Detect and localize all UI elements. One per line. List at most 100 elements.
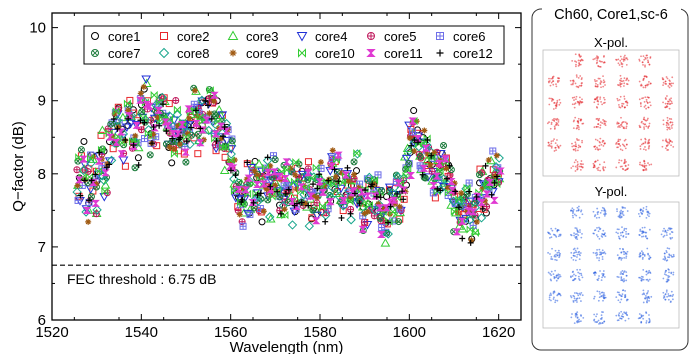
data-point [416,152,424,160]
data-point [428,167,436,175]
data-point [459,235,466,242]
data-point [283,165,291,175]
constellation-cluster [592,159,607,172]
constellation-cluster [638,226,651,240]
data-point [154,114,161,121]
data-point [308,173,316,183]
data-point [378,224,386,232]
data-point [436,166,444,176]
constellation-cluster [638,116,651,130]
data-point [287,165,294,172]
legend-item-core4: core4 [296,29,348,44]
data-point [132,121,142,129]
constellation-title: Ch60, Core1,sc-6 [554,7,668,23]
data-point [74,182,81,189]
data-point [305,202,312,209]
data-point [476,171,484,179]
data-point [268,192,276,201]
constellation-cluster [592,55,606,68]
data-point [483,203,491,211]
data-point [149,140,156,147]
data-point [165,100,173,108]
data-point [488,191,495,198]
data-point [350,158,358,166]
data-point [409,128,417,136]
data-point [234,185,243,193]
data-point [184,105,193,113]
data-point [194,150,202,158]
data-point [431,172,441,182]
data-point [174,122,181,129]
data-point [424,137,431,144]
data-point [231,156,238,163]
constellation-cluster [593,290,607,302]
data-point [254,172,261,179]
data-point [125,107,132,114]
constellation-cluster [639,137,651,151]
data-point [219,165,230,175]
fec-threshold-label: FEC threshold : 6.75 dB [67,271,216,287]
series-core11 [75,91,505,239]
data-point [369,181,376,188]
data-point [260,208,267,215]
data-point [375,204,384,212]
data-point [338,214,345,221]
data-point [244,174,253,182]
data-point [287,220,298,230]
x-tick-label: 1620 [482,324,515,341]
data-point [473,193,480,200]
constellation-cluster [661,76,674,89]
x-tick-label: 1540 [125,324,158,341]
data-point [131,121,142,130]
data-point [111,110,118,117]
x-tick-label: 1580 [303,324,336,341]
data-point [75,153,83,162]
data-point [210,97,217,104]
y-tick-label: 7 [38,239,46,256]
data-point [353,167,361,175]
data-point [75,176,84,184]
data-point [79,155,88,163]
legend-label: core4 [315,29,348,44]
y-tick-label: 8 [38,166,46,183]
data-point [490,196,499,204]
data-point [365,200,373,210]
data-point [258,218,266,226]
data-point [103,189,111,197]
data-point [312,163,320,172]
data-point [232,172,239,179]
legend-label: core11 [384,46,423,61]
constellation-cluster [616,247,629,261]
constellation-cluster [617,74,630,88]
data-point [485,157,492,164]
data-point [394,191,401,198]
data-point [136,96,145,104]
data-point [493,152,500,159]
constellation-cluster [547,247,562,262]
constellation-cluster [569,291,584,303]
data-point [110,115,117,122]
data-point [351,190,358,197]
constellation-cluster [592,270,606,282]
data-point [169,135,176,142]
data-point [384,219,391,226]
data-point [146,151,154,159]
legend-label: core1 [108,29,141,44]
data-point [125,111,135,122]
data-point [232,189,240,197]
data-point [457,217,467,225]
data-point [424,151,431,158]
data-point [331,166,338,173]
data-point [313,194,320,201]
data-point [304,221,315,231]
data-point [489,147,497,155]
x-tick-label: 1520 [35,324,68,341]
constellation-cluster [570,247,582,262]
data-point [375,200,382,207]
legend-item-core5: core5 [367,29,417,44]
constellation-cluster [616,269,628,283]
data-point [304,158,312,166]
data-point [263,186,270,193]
data-point [246,210,254,218]
